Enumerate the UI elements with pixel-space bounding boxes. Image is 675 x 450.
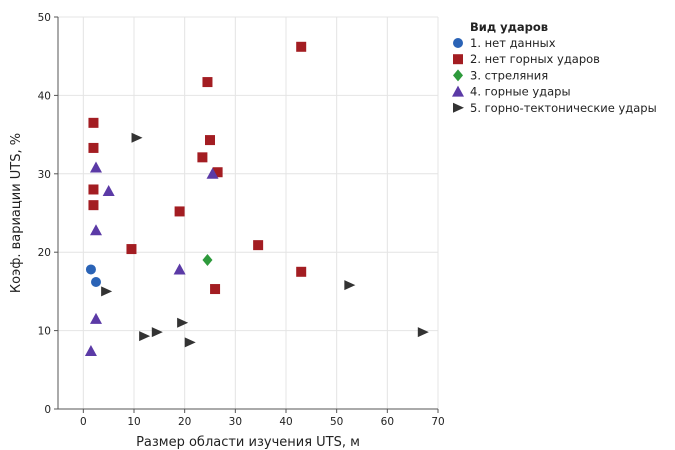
data-point-series-1 [85, 264, 96, 275]
y-tick-label: 0 [44, 404, 51, 416]
x-axis-label: Размер области изучения UTS, м [136, 435, 360, 450]
legend-item-label: 3. стреляния [470, 68, 548, 82]
data-point-series-4 [90, 312, 102, 324]
y-axis-label: Коэф. вариации UTS, % [9, 133, 24, 293]
legend-marker-2 [453, 54, 463, 65]
data-point-series-2 [210, 284, 221, 295]
data-point-series-2 [88, 117, 99, 128]
data-points [84, 41, 429, 356]
data-point-series-2 [212, 167, 223, 178]
data-point-series-5 [344, 280, 356, 291]
legend-marker-1 [453, 38, 463, 48]
data-point-series-2 [205, 135, 215, 146]
data-point-series-4 [90, 161, 102, 173]
data-point-series-5 [177, 317, 189, 328]
data-point-series-3 [202, 254, 213, 267]
data-point-series-5 [151, 327, 163, 338]
data-point-series-2 [296, 41, 307, 52]
data-point-series-2 [174, 206, 185, 217]
legend-marker-4 [452, 85, 464, 97]
axes [54, 16, 439, 413]
data-point-series-2 [253, 240, 264, 251]
x-tick-labels: 0 10 20 30 40 50 60 70 [80, 416, 445, 428]
data-point-series-2 [88, 184, 99, 195]
data-point-series-4 [84, 344, 97, 356]
x-tick-label: 20 [178, 416, 191, 428]
data-point-series-5 [417, 327, 429, 338]
x-tick-label: 60 [381, 416, 394, 428]
y-tick-label: 10 [38, 326, 51, 338]
data-point-series-5 [184, 337, 196, 348]
x-tick-label: 10 [127, 416, 140, 428]
plot-area [58, 17, 438, 409]
y-tick-label: 50 [38, 12, 51, 24]
x-tick-label: 40 [279, 416, 292, 428]
grid-lines [58, 16, 439, 410]
data-point-series-4 [102, 185, 115, 197]
x-tick-label: 50 [330, 416, 343, 428]
data-point-series-5 [131, 132, 143, 143]
data-point-series-2 [197, 152, 208, 163]
x-tick-label: 30 [229, 416, 242, 428]
legend-item-label: 4. горные удары [470, 85, 571, 99]
data-point-series-2 [126, 244, 137, 255]
y-tick-label: 40 [38, 90, 51, 102]
data-point-series-2 [88, 142, 99, 153]
legend: Вид ударов 1. нет данных 2. нет горных уд… [452, 20, 657, 115]
data-point-series-4 [90, 224, 102, 236]
legend-marker-3 [453, 69, 463, 82]
data-point-series-5 [139, 331, 151, 342]
data-point-series-2 [202, 77, 213, 88]
data-point-series-4 [206, 167, 219, 179]
y-tick-labels: 0 10 20 30 40 50 [38, 12, 51, 416]
data-point-series-5 [101, 286, 113, 297]
legend-title: Вид ударов [470, 20, 548, 34]
legend-item-label: 2. нет горных ударов [470, 52, 600, 66]
y-tick-label: 30 [38, 169, 51, 181]
data-point-series-1 [91, 276, 101, 287]
x-tick-label: 0 [80, 416, 87, 428]
x-tick-label: 70 [431, 416, 444, 428]
legend-item-label: 5. горно-тектонические удары [470, 101, 657, 115]
y-tick-label: 20 [38, 247, 51, 259]
legend-marker-5 [453, 102, 464, 113]
data-point-series-4 [173, 263, 186, 275]
data-point-series-2 [88, 200, 99, 211]
data-point-series-2 [296, 266, 307, 277]
legend-item-label: 1. нет данных [470, 36, 556, 50]
